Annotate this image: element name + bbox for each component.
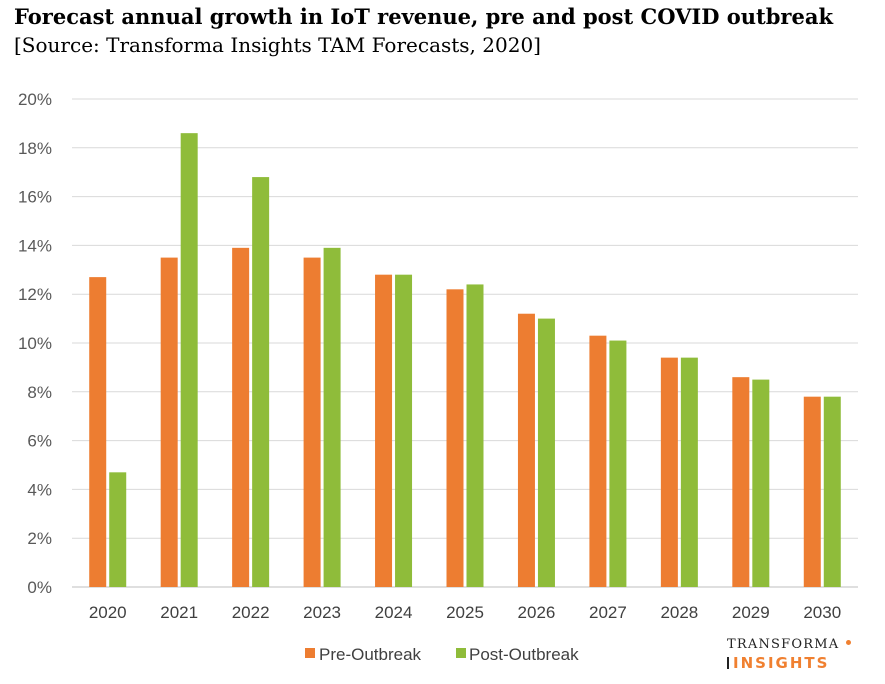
legend-label-post-outbreak: Post-Outbreak [469,645,579,664]
x-tick-label: 2022 [232,603,270,622]
legend-swatch-post-outbreak [456,648,466,658]
x-tick-label: 2030 [803,603,841,622]
bar-pre-outbreak [89,277,107,587]
legend-label-pre-outbreak: Pre-Outbreak [319,645,422,664]
bar-pre-outbreak [232,247,250,587]
bar-pre-outbreak [446,289,464,587]
y-tick-label: 10% [18,334,52,353]
x-tick-label: 2025 [446,603,484,622]
x-tick-label: 2023 [303,603,341,622]
bar-pre-outbreak [303,257,321,587]
bar-post-outbreak [323,247,341,587]
y-tick-label: 4% [27,480,52,499]
legend-swatch-pre-outbreak [305,648,315,658]
bar-post-outbreak [252,177,270,587]
y-tick-label: 12% [18,285,52,304]
bar-post-outbreak [109,472,127,587]
y-tick-label: 0% [27,578,52,597]
x-tick-label: 2024 [375,603,413,622]
x-tick-label: 2027 [589,603,627,622]
bar-post-outbreak [680,357,698,587]
transforma-insights-logo: TRANSFORMA INSIGHTS [727,637,867,677]
logo-line1: TRANSFORMA [727,637,840,652]
bar-post-outbreak [466,284,484,587]
bar-pre-outbreak [660,357,678,587]
bar-pre-outbreak [589,335,607,587]
x-tick-label: 2026 [518,603,556,622]
y-tick-label: 16% [18,188,52,207]
bar-pre-outbreak [375,274,393,587]
bar-pre-outbreak [803,396,821,587]
x-tick-label: 2029 [732,603,770,622]
y-tick-label: 2% [27,529,52,548]
bar-post-outbreak [180,133,198,587]
y-tick-label: 20% [18,90,52,109]
bar-post-outbreak [823,396,841,587]
logo-mark [727,657,729,669]
bar-post-outbreak [752,379,770,587]
bar-post-outbreak [395,274,413,587]
y-tick-label: 8% [27,383,52,402]
logo-dot [846,640,851,645]
y-tick-label: 14% [18,236,52,255]
bar-pre-outbreak [160,257,178,587]
bar-post-outbreak [537,318,555,587]
x-tick-label: 2028 [660,603,698,622]
chart-title: Forecast annual growth in IoT revenue, p… [14,4,833,29]
y-tick-label: 6% [27,432,52,451]
x-tick-label: 2021 [160,603,198,622]
bar-post-outbreak [609,340,627,587]
y-tick-label: 18% [18,139,52,158]
x-tick-label: 2020 [89,603,127,622]
bar-pre-outbreak [732,377,750,587]
logo-line2: INSIGHTS [733,654,830,672]
bar-pre-outbreak [517,313,535,587]
chart-subtitle: [Source: Transforma Insights TAM Forecas… [14,33,541,57]
